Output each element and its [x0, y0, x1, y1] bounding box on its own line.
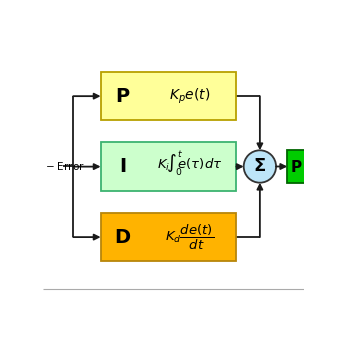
Text: $\mathbf{P}$: $\mathbf{P}$ — [290, 159, 303, 175]
FancyBboxPatch shape — [101, 142, 236, 191]
Text: $-$ Error: $-$ Error — [44, 160, 84, 173]
Text: $\mathbf{I}$: $\mathbf{I}$ — [119, 157, 126, 176]
Text: $K_d\dfrac{de(t)}{dt}$: $K_d\dfrac{de(t)}{dt}$ — [165, 222, 214, 252]
FancyBboxPatch shape — [101, 213, 236, 261]
Text: $\mathbf{P}$: $\mathbf{P}$ — [115, 87, 131, 106]
Text: $K_i\!\int_0^t\!\! e(\tau)d\tau$: $K_i\!\int_0^t\!\! e(\tau)d\tau$ — [157, 149, 222, 178]
Text: $K_p e(t)$: $K_p e(t)$ — [169, 86, 210, 106]
Circle shape — [244, 150, 276, 183]
FancyBboxPatch shape — [287, 150, 305, 183]
Text: $\mathbf{D}$: $\mathbf{D}$ — [114, 227, 132, 246]
Text: $\mathbf{\Sigma}$: $\mathbf{\Sigma}$ — [253, 158, 266, 176]
FancyBboxPatch shape — [101, 72, 236, 120]
